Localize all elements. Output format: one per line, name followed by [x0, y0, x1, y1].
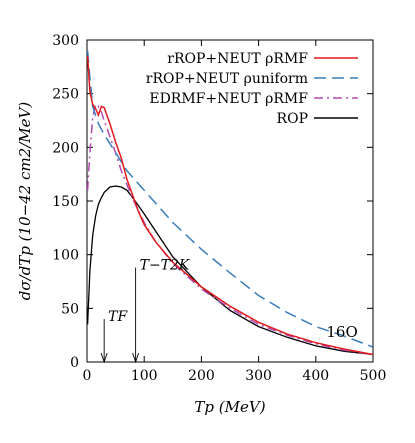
y-tick-label: 150	[52, 194, 79, 210]
legend-label-3: ROP	[277, 111, 308, 127]
annotation-label-1: TF	[108, 309, 128, 325]
y-tick-label: 0	[70, 355, 79, 371]
annotation-label-0: 16O	[326, 323, 357, 341]
x-tick-label: 300	[245, 368, 272, 384]
y-tick-label: 50	[61, 301, 79, 317]
series-line-0	[87, 56, 373, 356]
y-tick-label: 300	[52, 33, 79, 49]
y-axis-label: dσ/dTp (10−42 cm2/MeV)	[16, 102, 34, 301]
plot-frame	[86, 39, 374, 363]
legend-label-0: rROP+NEUT ρRMF	[167, 51, 308, 67]
annotation-arrowhead-2	[132, 352, 140, 364]
series-line-1	[87, 50, 373, 348]
y-tick-label: 250	[52, 87, 79, 103]
y-tick-label: 200	[52, 140, 79, 156]
y-tick-label: 100	[52, 248, 79, 264]
legend-label-1: rROP+NEUT ρuniform	[146, 71, 308, 87]
x-tick-label: 500	[360, 368, 387, 384]
series-line-3	[87, 185, 373, 356]
legend-label-2: EDRMF+NEUT ρRMF	[149, 91, 308, 107]
annotation-label-2: T−T2K	[140, 258, 191, 274]
x-tick-label: 400	[302, 368, 329, 384]
x-tick-label: 200	[188, 368, 215, 384]
x-tick-label: 100	[131, 368, 158, 384]
series-line-2	[87, 103, 373, 356]
x-tick-label: 0	[83, 368, 92, 384]
x-axis-label: Tp (MeV)	[194, 398, 265, 416]
annotation-arrowhead-1	[100, 352, 108, 364]
